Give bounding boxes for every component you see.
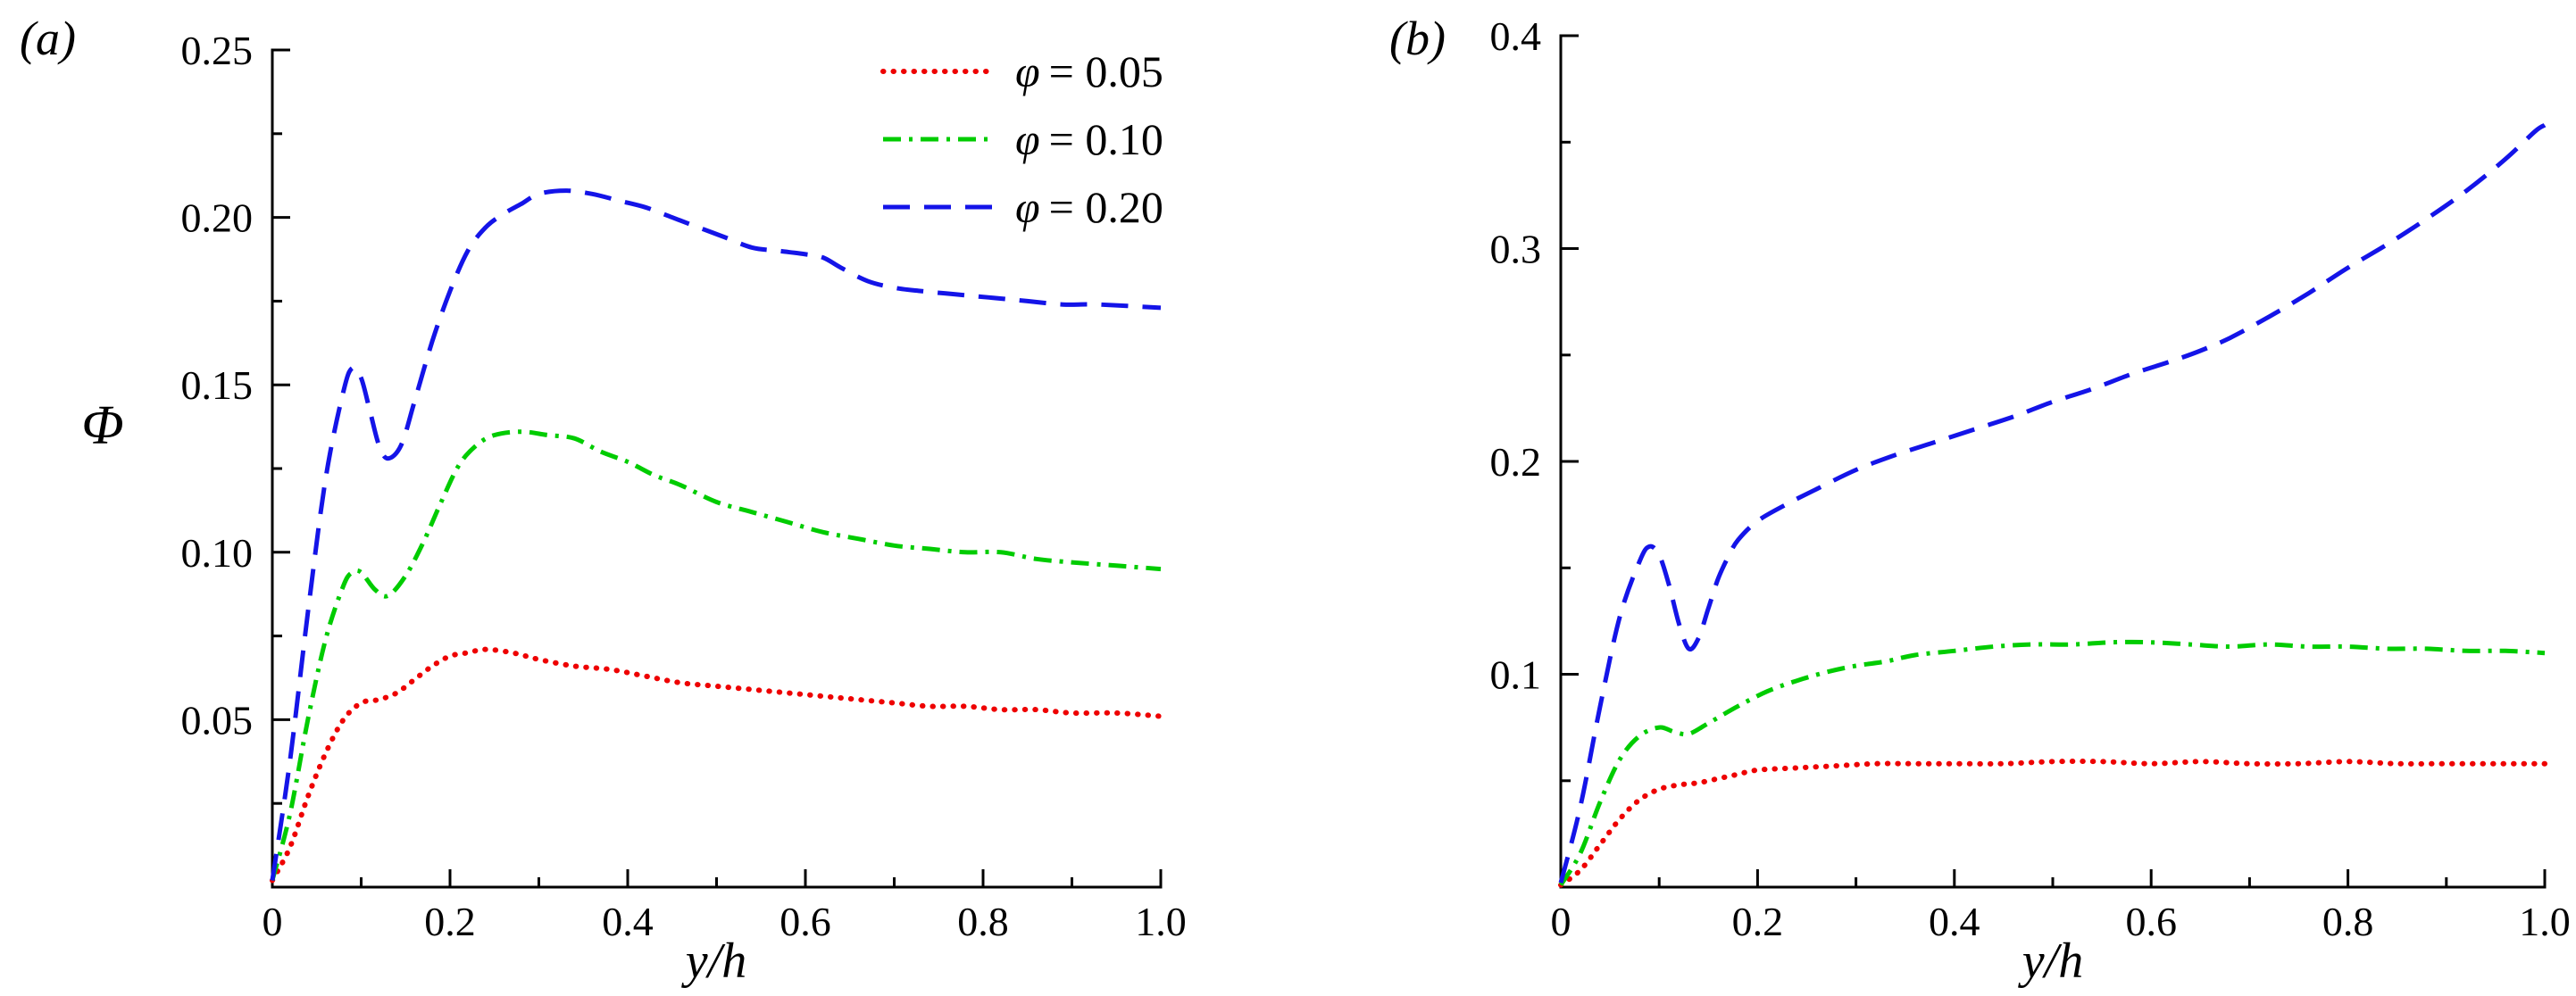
series-curve-dashed [1558,123,2547,884]
y-tick-label: 0.4 [1490,13,1542,59]
legend-item: φ = 0.05 [880,37,1163,105]
y-tick-label: 0.15 [181,362,254,408]
legend-label: φ = 0.10 [1015,117,1163,162]
y-axis-label-phi: Φ [81,395,124,456]
phi-symbol: φ [1015,46,1040,96]
y-tick-label: 0.25 [181,28,254,73]
y-tick-label: 0.10 [181,530,254,576]
legend-item: φ = 0.20 [880,173,1163,241]
x-tick-label: 1.0 [1135,899,1187,944]
y-tick-label: 0.05 [181,697,254,743]
x-tick-label: 0 [263,899,283,944]
phi-symbol: φ [1015,182,1040,232]
x-tick-label: 0.4 [1929,899,1980,944]
legend: φ = 0.05 φ = 0.10 φ = 0.20 [880,37,1163,241]
x-axis-label-b: y/h [2022,934,2084,989]
x-tick-label: 0.2 [1732,899,1784,944]
dotted-line-sample-icon [880,69,995,74]
legend-value: = 0.10 [1048,114,1163,164]
phi-symbol: φ [1015,114,1040,164]
dashdot-line-sample-icon [883,137,992,142]
series-curve-dotted [270,646,1163,884]
panel-a-label: (a) [20,12,76,65]
dashed-line-sample-icon [883,204,992,210]
legend-label: φ = 0.20 [1015,185,1163,229]
x-axis-label-a: y/h [685,934,747,989]
y-tick-label: 0.3 [1490,227,1542,272]
x-tick-label: 0 [1551,899,1571,944]
series-curve-dashdot [1558,639,2546,886]
series-curve-dotted [1558,759,2547,888]
panel-b-label: (b) [1389,12,1446,65]
legend-value: = 0.05 [1048,46,1163,96]
y-tick-label: 0.1 [1490,652,1542,698]
x-tick-label: 0.6 [2125,899,2177,944]
series-curve-dashdot [270,429,1162,882]
panel-a-plot: 0 0.2 0.4 0.6 0.8 1.0 0.05 0.10 0.15 0.20 0.25 [181,28,1187,944]
y-tick-label: 0.2 [1490,439,1542,485]
x-tick-label: 0.4 [602,899,654,944]
x-tick-label: 0.8 [2322,899,2374,944]
x-tick-label: 0.6 [779,899,831,944]
x-tick-label: 0.2 [424,899,476,944]
legend-item: φ = 0.10 [880,105,1163,173]
panel-b-plot: 0 0.2 0.4 0.6 0.8 1.0 0.1 0.2 0.3 0.4 [1490,13,2571,944]
x-tick-label: 1.0 [2519,899,2571,944]
legend-value: = 0.20 [1048,182,1163,232]
x-tick-label: 0.8 [957,899,1009,944]
legend-label: φ = 0.05 [1015,49,1163,94]
y-tick-label: 0.20 [181,195,254,241]
series-curve-dashed [270,188,1162,881]
